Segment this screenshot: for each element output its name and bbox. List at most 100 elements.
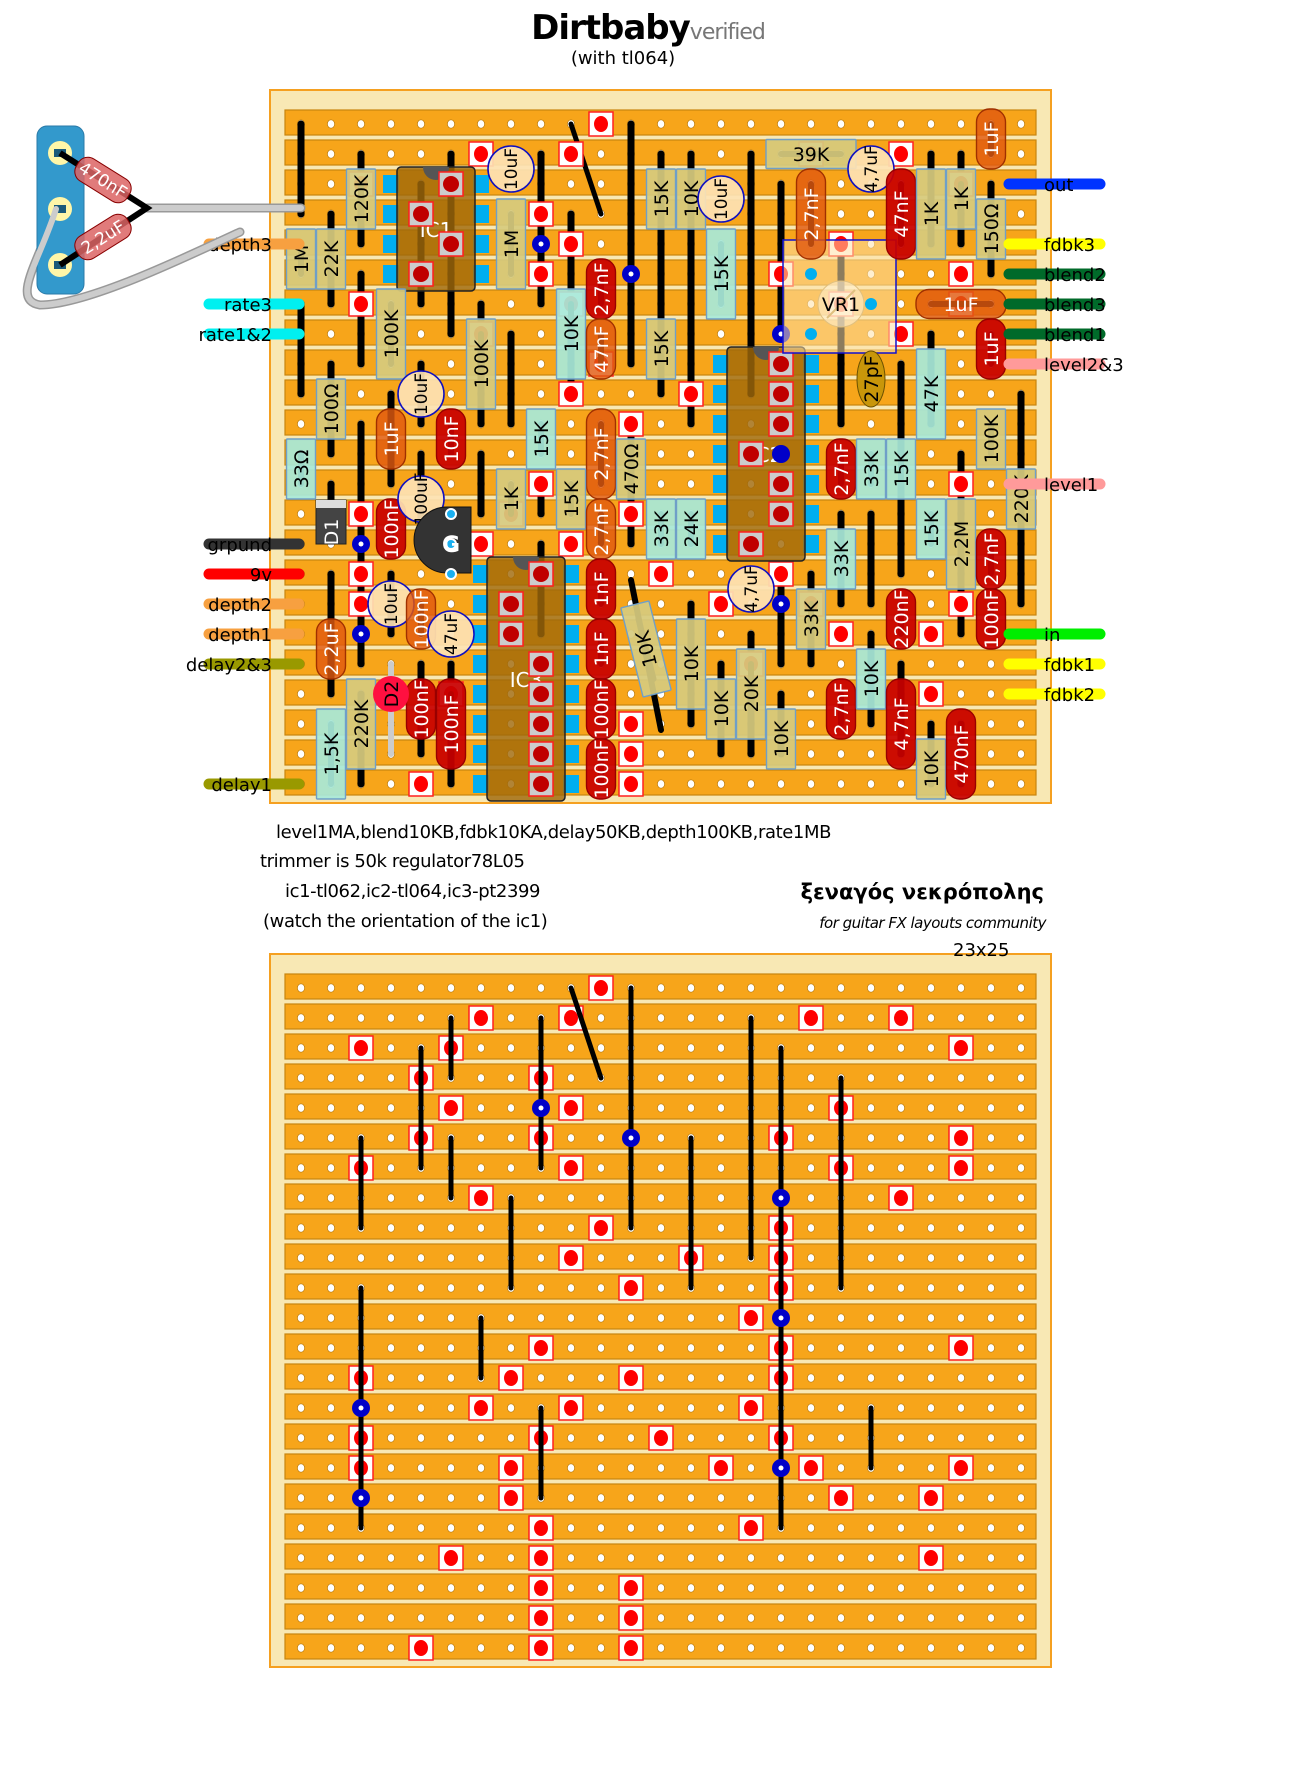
component-value: 10K	[561, 315, 583, 352]
hole	[447, 1313, 455, 1323]
hole	[987, 1553, 995, 1563]
component-body	[795, 168, 827, 260]
hole	[927, 1343, 935, 1353]
hole	[477, 1283, 485, 1293]
hole	[927, 659, 935, 669]
component-body	[975, 408, 1007, 470]
cut-dot	[564, 146, 578, 162]
hole	[927, 1373, 935, 1383]
hole	[537, 1283, 545, 1293]
component-body	[585, 318, 617, 380]
hole	[957, 1193, 965, 1203]
hole	[657, 1523, 665, 1533]
regulator-pin	[445, 508, 457, 520]
ic-pin	[473, 265, 489, 283]
via-center	[778, 601, 784, 607]
cut-dot	[714, 1460, 728, 1476]
cut-dot	[444, 1550, 458, 1566]
hole	[297, 1043, 305, 1053]
component-body	[885, 678, 917, 770]
hole	[927, 1013, 935, 1023]
regulator-label: G	[442, 533, 460, 558]
tantalum-capacitor: 1uF	[975, 108, 1007, 170]
component-body	[645, 498, 677, 560]
component-body	[825, 678, 857, 740]
component-value: 1nF	[591, 631, 613, 666]
cut-dot	[533, 656, 549, 672]
cut-dot	[534, 1610, 548, 1626]
hole	[717, 1493, 725, 1503]
resistor: 150Ω	[975, 198, 1007, 260]
hole	[417, 1013, 425, 1023]
component-body	[675, 618, 707, 710]
hole	[447, 1613, 455, 1623]
hole	[807, 1613, 815, 1623]
component-body	[495, 198, 527, 290]
hole	[537, 983, 545, 993]
hole	[297, 1463, 305, 1473]
hole	[1017, 1403, 1025, 1413]
track-cut	[438, 1545, 464, 1571]
hole	[447, 1283, 455, 1293]
track-cut	[528, 1575, 554, 1601]
component-value: 100nF	[441, 694, 463, 753]
hole	[477, 983, 485, 993]
hole	[387, 1043, 395, 1053]
hole	[957, 1613, 965, 1623]
hole	[837, 1523, 845, 1533]
cut-dot	[504, 1370, 518, 1386]
hole	[387, 1553, 395, 1563]
component-value: 100uF	[412, 472, 432, 525]
via-center	[358, 1495, 364, 1501]
cut-dot	[354, 596, 368, 612]
hole	[327, 1493, 335, 1503]
hole	[597, 1163, 605, 1173]
via-center	[778, 1195, 784, 1201]
resistor: 1K	[945, 168, 977, 230]
hole	[867, 209, 875, 219]
hole	[957, 1523, 965, 1533]
track-cut	[528, 201, 554, 227]
hole	[327, 983, 335, 993]
hole	[1017, 1313, 1025, 1323]
hole	[597, 1553, 605, 1563]
cut-dot	[624, 746, 638, 762]
hole	[477, 1223, 485, 1233]
hole	[537, 1193, 545, 1203]
author: ξεναγός νεκρόπολης	[800, 880, 1044, 904]
cut-dot	[714, 596, 728, 612]
track-cut	[438, 1095, 464, 1121]
hole	[807, 1163, 815, 1173]
hole	[597, 239, 605, 249]
hole	[987, 1343, 995, 1353]
trimmer-slot	[826, 289, 856, 319]
hole	[357, 1103, 365, 1113]
hole	[777, 1613, 785, 1623]
wire-delay23-left: delay2&3	[186, 655, 305, 676]
hole	[507, 1583, 515, 1593]
component-value: 47uF	[442, 613, 462, 655]
hole	[417, 1313, 425, 1323]
hole	[867, 1163, 875, 1173]
component-value: 2,7nF	[591, 262, 613, 315]
wire-depth2-left: depth2	[203, 595, 305, 616]
hole	[927, 449, 935, 459]
diode-body	[373, 676, 409, 712]
ic-pin	[563, 655, 579, 673]
cut-dot	[564, 1250, 578, 1266]
track-cut	[828, 1485, 854, 1511]
component-value: 220K	[351, 699, 373, 748]
track-cut	[468, 1005, 494, 1031]
hole	[417, 1613, 425, 1623]
hole	[597, 1523, 605, 1533]
component-value: 1K	[501, 486, 523, 511]
track-cut	[648, 561, 674, 587]
hole	[717, 1343, 725, 1353]
cut-dot	[624, 716, 638, 732]
hole	[507, 1043, 515, 1053]
hole	[807, 1643, 815, 1653]
hole	[747, 983, 755, 993]
hole	[807, 1403, 815, 1413]
film-capacitor: 2,7nF	[825, 438, 857, 500]
component-value: 1K	[921, 201, 943, 226]
